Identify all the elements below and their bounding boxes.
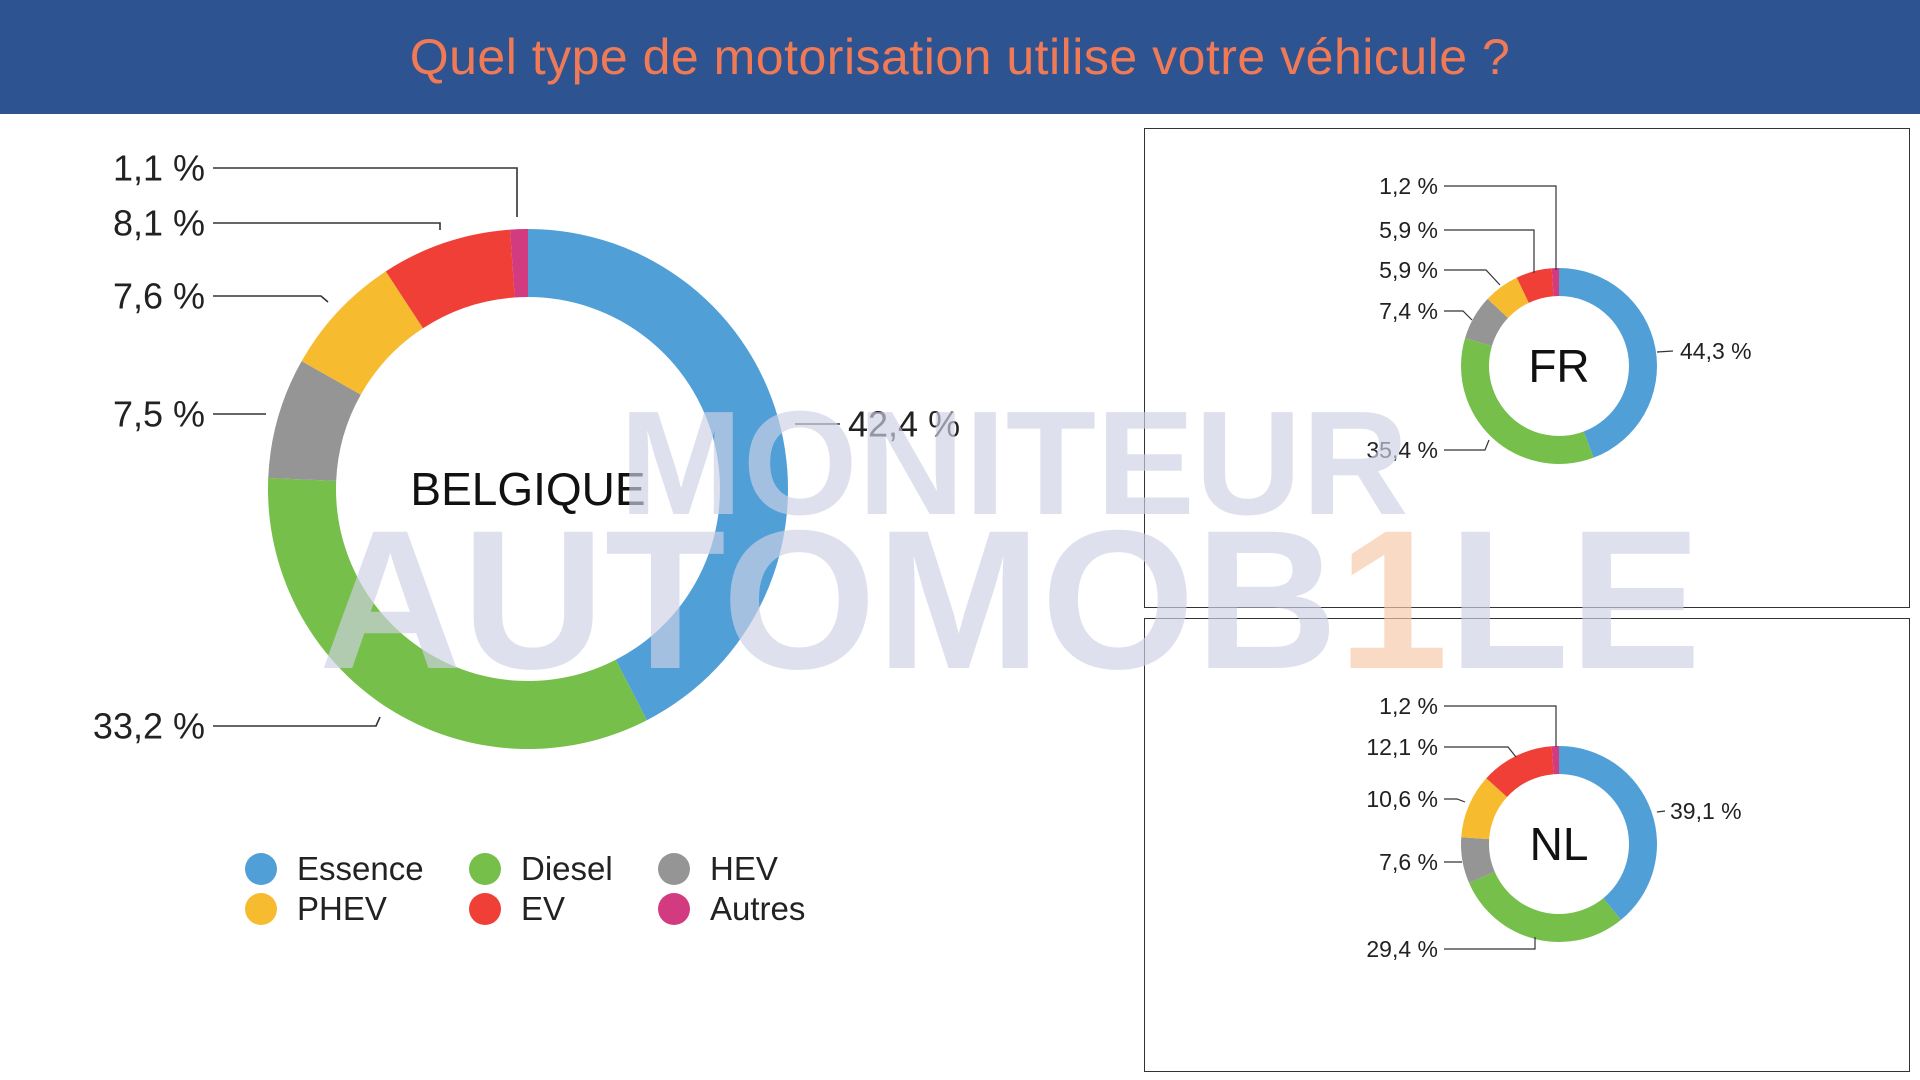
nl-slice-ev	[1486, 746, 1554, 798]
nl-leader-diesel	[1444, 937, 1536, 950]
fr-leader-ev	[1444, 229, 1535, 273]
watermark-line1: MONITEUR	[619, 381, 1408, 546]
nl-slice-diesel	[1469, 871, 1621, 942]
belgique-leader-diesel	[213, 716, 381, 727]
belgique-label-hev: 7,5 %	[113, 394, 205, 435]
legend-item-hev: HEV	[658, 850, 778, 888]
nl-panel	[1144, 618, 1910, 1072]
belgique-slice-ev	[385, 229, 515, 329]
fr-leader-diesel	[1444, 439, 1490, 451]
legend-label-autres: Autres	[710, 890, 806, 927]
legend-item-phev: PHEV	[245, 890, 387, 928]
belgique-leader-autres	[213, 167, 518, 217]
legend-swatch-diesel	[469, 853, 501, 885]
legend-label-phev: PHEV	[297, 890, 387, 927]
fr-label-ev: 5,9 %	[1379, 217, 1438, 243]
page-title: Quel type de motorisation utilise votre …	[409, 29, 1511, 85]
fr-leader-phev	[1444, 269, 1501, 286]
legend-label-hev: HEV	[710, 850, 778, 887]
nl-slice-autres	[1551, 746, 1559, 775]
fr-panel	[1144, 128, 1910, 608]
legend-swatch-phev	[245, 893, 277, 925]
fr-slice-ev	[1516, 268, 1554, 303]
nl-label-ev: 12,1 %	[1366, 734, 1438, 760]
fr-leader-essence	[1656, 350, 1674, 353]
nl-slice-hev	[1461, 837, 1495, 883]
belgique-title: BELGIQUE	[410, 463, 645, 515]
belgique-slice-phev	[301, 271, 423, 395]
fr-leader-hev	[1444, 310, 1473, 321]
legend-swatch-ev	[469, 893, 501, 925]
legend: Essence Diesel HEV PHEV EV Autres	[245, 850, 865, 930]
belgique-label-diesel: 33,2 %	[93, 706, 205, 747]
legend-swatch-essence	[245, 853, 277, 885]
watermark-line2: AUTOMOB1LE	[319, 489, 1701, 710]
nl-slice-essence	[1559, 746, 1658, 920]
fr-donut: 44,3 % 35,4 % 7,4 % 5,9 % 5,9 % 1,2 % FR	[1366, 173, 1752, 464]
nl-slice-phev	[1461, 778, 1508, 840]
nl-leader-phev	[1444, 798, 1466, 803]
fr-slice-autres	[1551, 268, 1559, 297]
fr-label-diesel: 35,4 %	[1366, 437, 1438, 463]
fr-label-phev: 5,9 %	[1379, 257, 1438, 283]
fr-slice-phev	[1487, 277, 1529, 319]
fr-label-hev: 7,4 %	[1379, 298, 1438, 324]
belgique-donut: 42,4 % 33,2 % 7,5 % 7,6 % 8,1 % 1,1 % BELGIQUE	[93, 148, 960, 749]
legend-item-essence: Essence	[245, 850, 424, 888]
nl-label-essence: 39,1 %	[1670, 798, 1742, 824]
legend-swatch-autres	[658, 893, 690, 925]
belgique-label-ev: 8,1 %	[113, 203, 205, 244]
header-bar: Quel type de motorisation utilise votre …	[0, 0, 1920, 114]
belgique-leader-phev	[213, 295, 329, 303]
belgique-slice-diesel	[268, 477, 647, 749]
belgique-label-autres: 1,1 %	[113, 148, 205, 189]
legend-swatch-hev	[658, 853, 690, 885]
nl-leader-autres	[1444, 705, 1557, 747]
belgique-slice-hev	[268, 361, 361, 481]
nl-label-diesel: 29,4 %	[1366, 936, 1438, 962]
fr-slice-hev	[1465, 298, 1509, 346]
belgique-slice-autres	[510, 229, 528, 298]
legend-item-autres: Autres	[658, 890, 805, 928]
fr-title: FR	[1528, 340, 1589, 392]
nl-label-phev: 10,6 %	[1366, 786, 1438, 812]
legend-label-essence: Essence	[297, 850, 424, 887]
nl-label-autres: 1,2 %	[1379, 693, 1438, 719]
belgique-leader-ev	[213, 222, 441, 230]
fr-leader-autres	[1444, 185, 1557, 270]
nl-donut: 39,1 % 29,4 % 7,6 % 10,6 % 12,1 % 1,2 % NL	[1366, 693, 1741, 962]
fr-slice-diesel	[1461, 337, 1594, 464]
fr-label-essence: 44,3 %	[1680, 338, 1752, 364]
belgique-slice-essence	[528, 229, 788, 721]
belgique-label-essence: 42,4 %	[848, 404, 960, 445]
nl-title: NL	[1530, 818, 1589, 870]
legend-label-diesel: Diesel	[521, 850, 613, 887]
fr-slice-essence	[1559, 268, 1657, 458]
nl-leader-essence	[1656, 810, 1666, 813]
legend-item-diesel: Diesel	[469, 850, 613, 888]
nl-label-hev: 7,6 %	[1379, 849, 1438, 875]
legend-label-ev: EV	[521, 890, 566, 927]
nl-leader-ev	[1444, 746, 1517, 758]
fr-label-autres: 1,2 %	[1379, 173, 1438, 199]
belgique-label-phev: 7,6 %	[113, 276, 205, 317]
legend-item-ev: EV	[469, 890, 565, 928]
